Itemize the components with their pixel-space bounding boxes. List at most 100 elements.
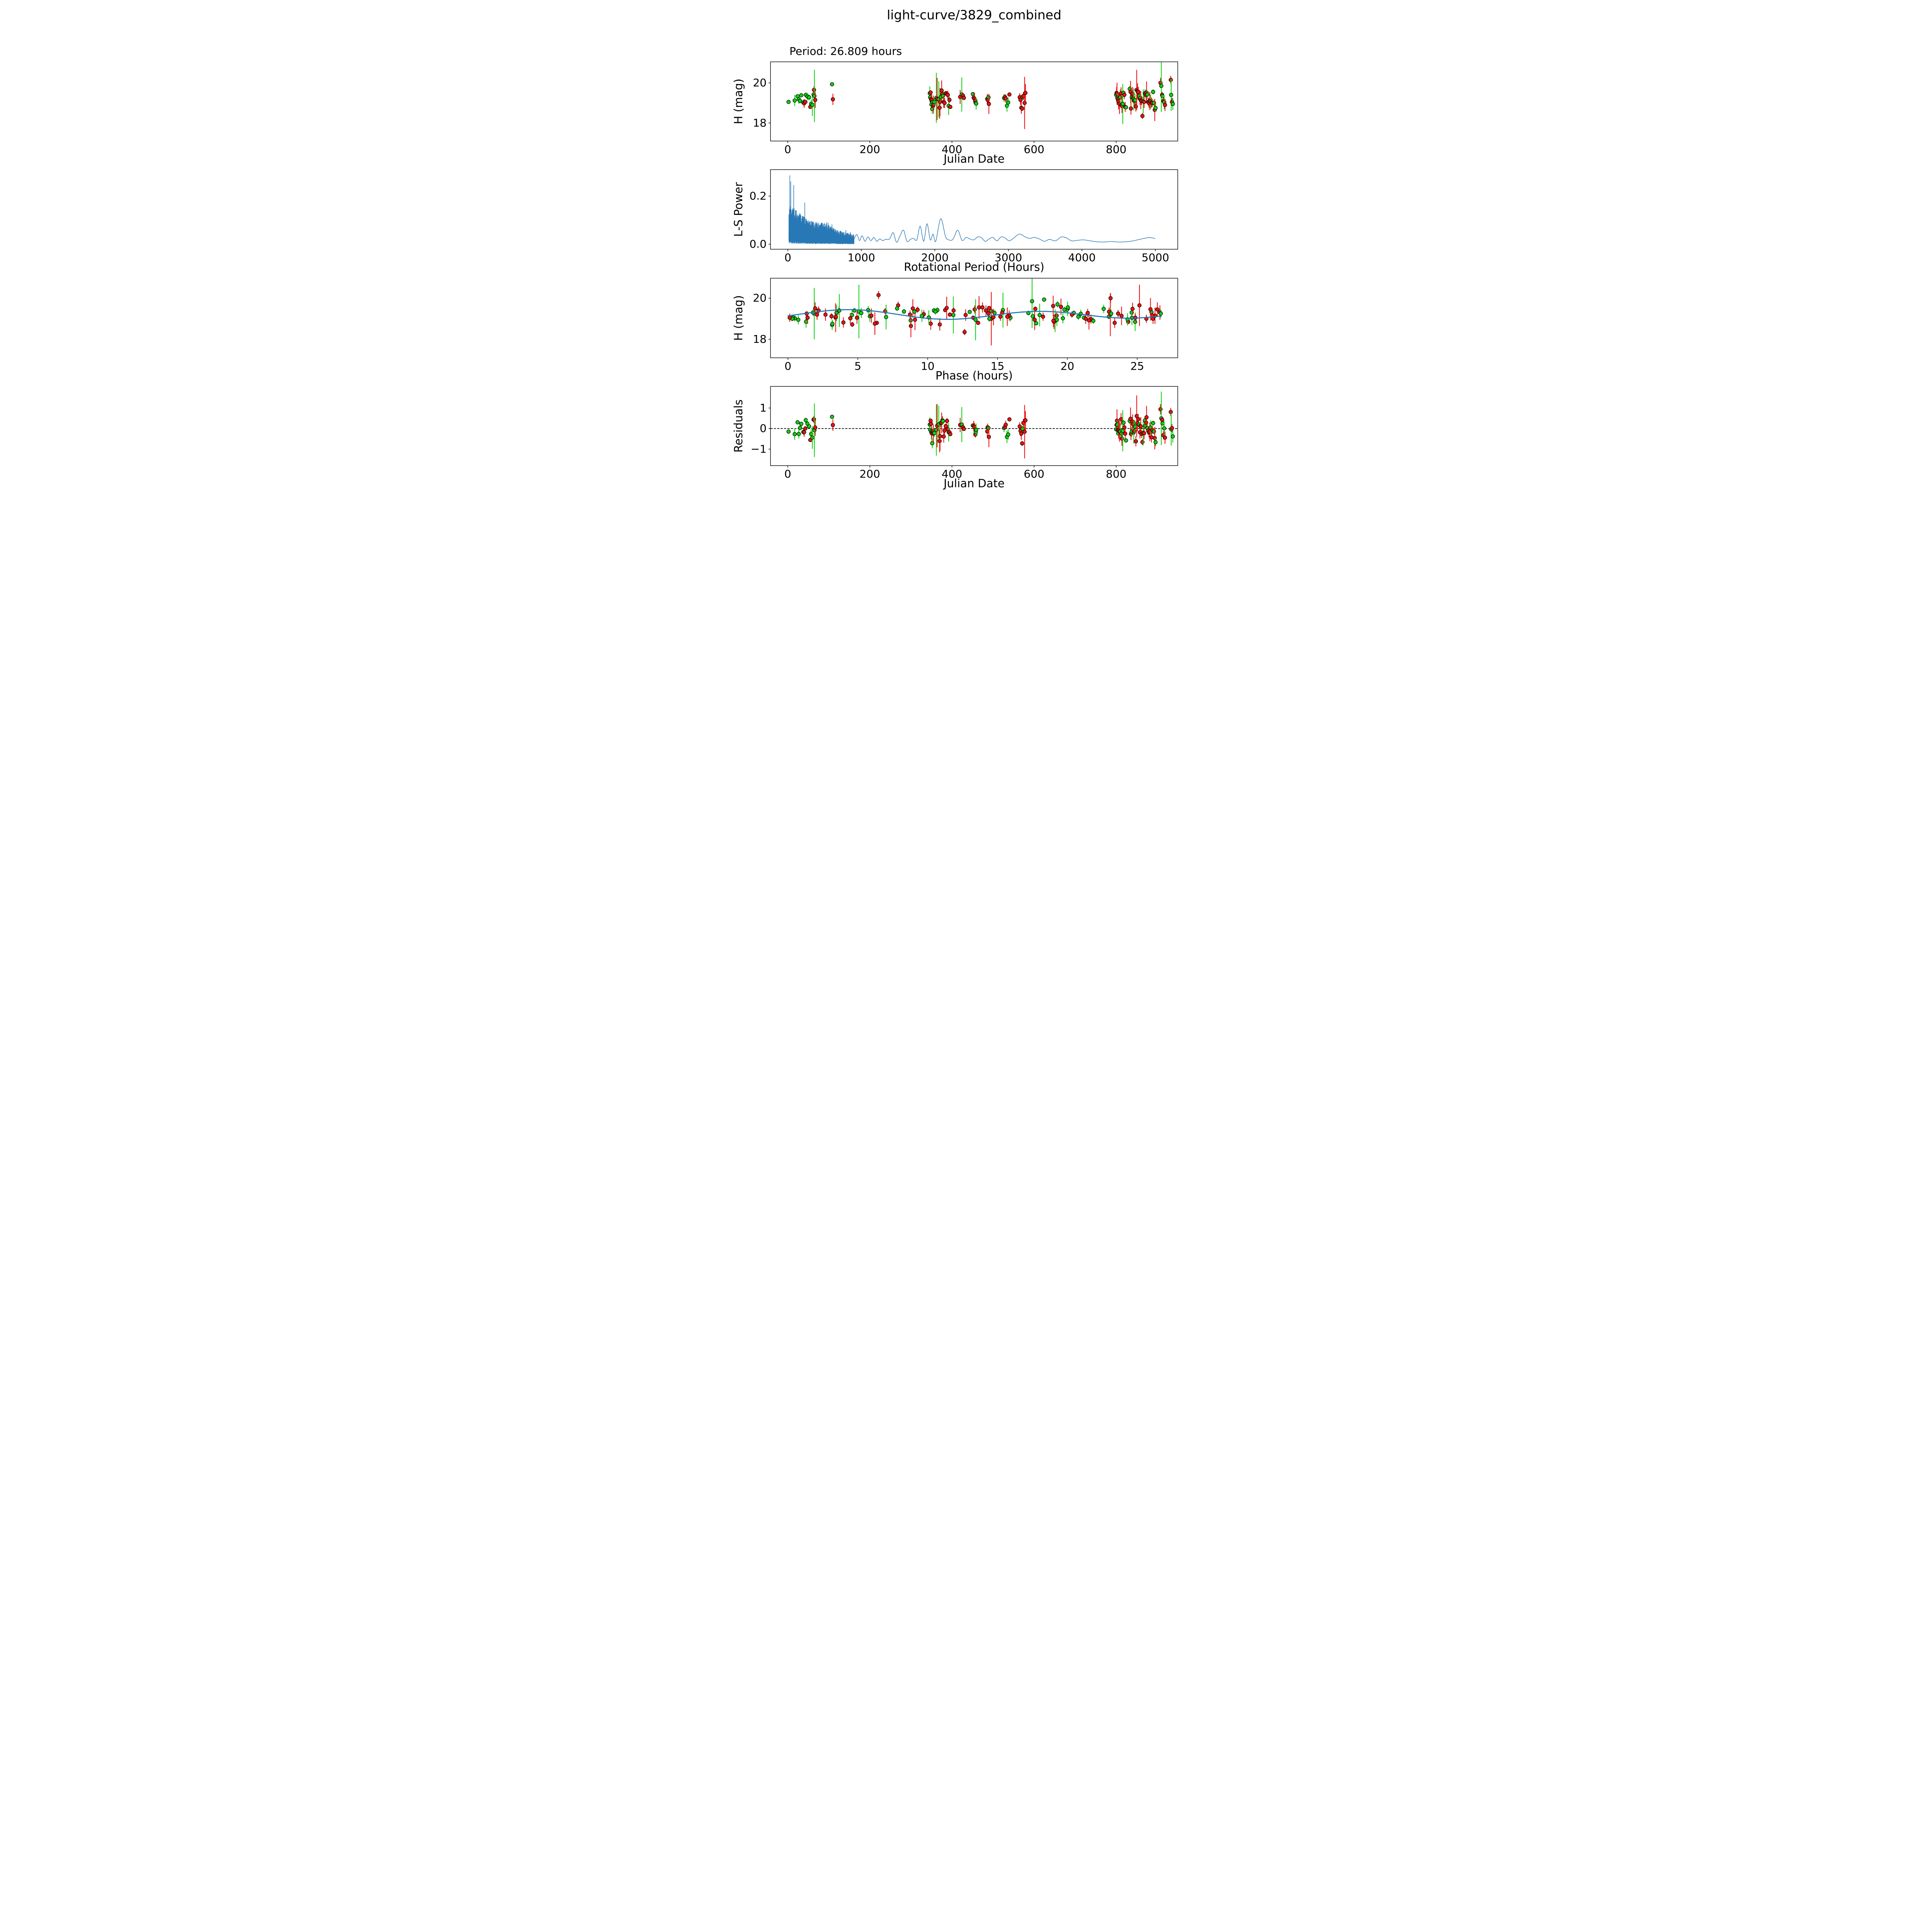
obs-point-r [938, 422, 942, 451]
obs-point-r [1020, 441, 1024, 446]
folded-plot-area: 0 5 10 15 20 25 20 18 [753, 278, 1178, 372]
obs-point-g [830, 82, 834, 87]
obs-point-g [796, 315, 801, 325]
obs-point-g [884, 304, 888, 330]
obs-point-r [1163, 99, 1167, 111]
obs-point-g [1076, 313, 1080, 320]
obs-point-g [807, 423, 811, 429]
obs-point-r [942, 98, 947, 108]
obs-point-g [795, 420, 800, 425]
obs-point-r [984, 305, 988, 316]
obs-point-g [1159, 62, 1163, 112]
obs-point-r [876, 291, 881, 299]
obs-point-g [1066, 305, 1070, 310]
obs-point-g [933, 308, 938, 315]
periodogram-data-layer [788, 175, 1156, 245]
x-tick-label: 200 [859, 468, 880, 480]
obs-point-r [831, 419, 835, 431]
obs-point-g [940, 418, 945, 424]
folded-data-layer [787, 278, 1163, 346]
obs-point-g [895, 306, 899, 311]
obs-point-r [1142, 427, 1146, 440]
lightcurve-data-layer [786, 62, 1175, 129]
obs-point-r [986, 308, 991, 319]
obs-point-r [1155, 302, 1160, 317]
obs-point-g [852, 308, 857, 313]
obs-point-g [810, 426, 815, 449]
obs-point-g [1121, 84, 1125, 124]
obs-point-r [991, 309, 996, 325]
obs-point-g [932, 98, 937, 106]
figure-canvas: light-curve/3829_combined Period: 26.809… [705, 0, 1227, 522]
obs-point-g [807, 94, 811, 100]
obs-point-g [793, 95, 797, 106]
obs-point-r [911, 299, 915, 318]
obs-point-r [962, 96, 966, 100]
obs-point-r [963, 329, 967, 335]
periodogram-ticks: 0 1000 2000 3000 4000 5000 0.0 0.2 [749, 189, 1169, 264]
x-tick-label: 600 [1024, 468, 1044, 480]
obs-point-r [1007, 92, 1012, 97]
obs-point-g [798, 425, 802, 430]
obs-point-r [929, 317, 933, 330]
folded-ticks: 0 5 10 15 20 25 20 18 [753, 292, 1144, 372]
obs-point-r [976, 321, 980, 325]
x-tick-label: 5 [854, 360, 861, 372]
obs-point-g [1153, 104, 1158, 112]
x-tick-label: 400 [942, 468, 962, 480]
lightcurve-y-axis-label: H (mag) [732, 78, 745, 124]
obs-point-g [1091, 318, 1095, 324]
obs-point-r [872, 312, 877, 335]
x-tick-label: 1000 [848, 251, 875, 264]
obs-point-r [945, 418, 949, 424]
obs-point-g [793, 428, 797, 440]
x-tick-label: 25 [1130, 360, 1144, 372]
obs-point-r [855, 311, 859, 324]
obs-point-g [1170, 430, 1175, 443]
obs-point-g [830, 415, 834, 419]
x-tick-label: 0 [784, 143, 791, 156]
obs-point-g [1054, 313, 1059, 326]
y-tick-label: 0 [760, 422, 767, 435]
obs-point-r [1170, 424, 1174, 432]
x-tick-label: 2000 [921, 251, 949, 264]
obs-point-r [1007, 417, 1012, 422]
obs-point-g [1169, 79, 1173, 111]
obs-point-g [1037, 304, 1042, 327]
obs-point-g [786, 100, 791, 104]
x-tick-label: 10 [921, 360, 935, 372]
obs-point-g [1055, 301, 1060, 308]
residuals-plot-area: 0 200 400 600 800 1 0 −1 [751, 386, 1178, 480]
y-tick-label: 18 [753, 333, 767, 345]
obs-point-r [929, 422, 933, 426]
y-tick-label: 20 [753, 292, 767, 304]
periodogram-y-axis-label: L-S Power [732, 182, 745, 236]
obs-point-r [1019, 427, 1024, 440]
obs-point-g [986, 95, 991, 100]
x-tick-label: 600 [1024, 143, 1044, 156]
obs-point-g [786, 429, 791, 434]
x-tick-label: 5000 [1142, 251, 1169, 264]
lightcurve-x-axis-label: Julian Date [943, 152, 1005, 165]
obs-point-g [1158, 309, 1163, 318]
obs-point-g [1034, 321, 1038, 325]
obs-point-r [803, 100, 808, 104]
obs-point-g [973, 299, 978, 340]
light-curve-figure: light-curve/3829_combined Period: 26.809… [732, 7, 1178, 490]
obs-point-r [1168, 408, 1173, 416]
obs-point-r [833, 312, 838, 321]
figure-title: light-curve/3829_combined [887, 7, 1061, 22]
obs-point-r [1022, 405, 1027, 459]
x-tick-label: 15 [991, 360, 1005, 372]
y-tick-label: 20 [753, 76, 767, 89]
x-tick-label: 20 [1061, 360, 1075, 372]
obs-point-r [1005, 307, 1010, 326]
obs-point-r [1129, 102, 1133, 115]
obs-point-r [1032, 309, 1037, 330]
obs-point-g [930, 438, 934, 449]
obs-point-g [974, 97, 978, 110]
obs-point-r [1134, 436, 1138, 447]
obs-point-r [948, 432, 952, 436]
obs-point-g [798, 98, 802, 104]
obs-point-g [1124, 105, 1128, 110]
